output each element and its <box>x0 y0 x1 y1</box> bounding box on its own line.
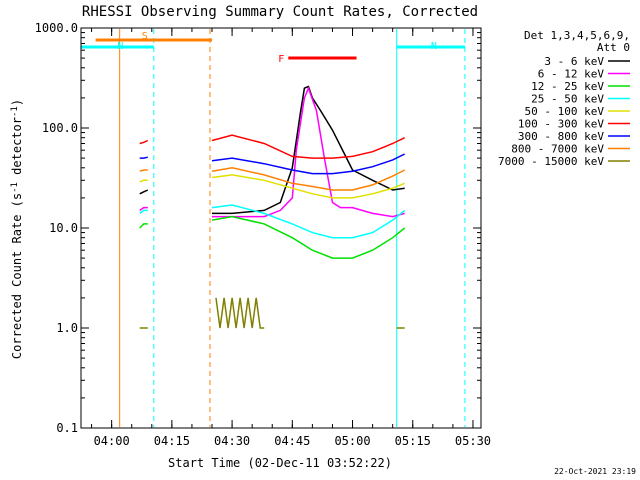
series-800-7000-kev-segment-0 <box>139 169 148 172</box>
y-axis-label: Corrected Count Rate (s-1 detector-1) <box>10 99 24 359</box>
series-6-12-kev-segment-0 <box>139 206 148 212</box>
flag-label-n-2: N <box>431 41 437 52</box>
plot-frame <box>80 27 482 429</box>
legend-label-3-6-kev: 3 - 6 keV <box>544 55 604 68</box>
series-6-12-kev-segment-1 <box>212 86 405 218</box>
footer-timestamp: 22-Oct-2021 23:19 <box>554 467 636 476</box>
series-100-300-kev-segment-1 <box>211 134 406 159</box>
series-12-25-kev-segment-0 <box>139 223 148 229</box>
series-25-50-kev-segment-1 <box>211 204 406 239</box>
legend-subtitle: Att 0 <box>597 41 630 54</box>
x-tick-label-04-00: 04:00 <box>94 434 130 448</box>
series-50-100-kev-segment-0 <box>139 179 148 183</box>
series-3-6-kev-segment-0 <box>139 189 149 195</box>
series-25-50-kev-segment-0 <box>139 209 148 215</box>
y-tick-label-10-0: 10.0 <box>49 221 78 235</box>
legend-label-7000-15000-kev: 7000 - 15000 keV <box>498 155 604 168</box>
legend-label-300-800-kev: 300 - 800 keV <box>518 130 604 143</box>
y-tick-label-1000-0: 1000.0 <box>35 21 78 35</box>
y-tick-label-0-1: 0.1 <box>56 421 78 435</box>
y-tick-label-100-0: 100.0 <box>42 121 78 135</box>
series-100-300-kev-segment-0 <box>139 139 149 145</box>
legend-title: Det 1,3,4,5,6,9, <box>524 29 630 42</box>
legend-label-6-12-kev: 6 - 12 keV <box>538 68 605 81</box>
x-tick-label-04-45: 04:45 <box>274 434 310 448</box>
flag-label-n-1: N <box>117 41 123 52</box>
x-tick-label-05-15: 05:15 <box>395 434 431 448</box>
legend-label-25-50-kev: 25 - 50 keV <box>531 93 604 106</box>
flag-label-f-3: F <box>278 54 284 65</box>
x-axis-label: Start Time (02-Dec-11 03:52:22) <box>168 456 392 470</box>
legend-label-100-300-kev: 100 - 300 keV <box>518 118 604 131</box>
series-300-800-kev-segment-0 <box>139 156 148 159</box>
x-tick-label-05-30: 05:30 <box>455 434 491 448</box>
x-tick-label-05-00: 05:00 <box>334 434 370 448</box>
series-50-100-kev-segment-1 <box>211 174 405 199</box>
legend-label-50-100-kev: 50 - 100 keV <box>525 105 605 118</box>
legend-label-12-25-kev: 12 - 25 keV <box>531 80 604 93</box>
y-tick-label-1-0: 1.0 <box>56 321 78 335</box>
legend-label-800-7000-kev: 800 - 7000 keV <box>511 143 604 156</box>
chart-title: RHESSI Observing Summary Count Rates, Co… <box>82 4 478 20</box>
series-300-800-kev-segment-1 <box>211 153 406 175</box>
x-tick-label-04-15: 04:15 <box>154 434 190 448</box>
series-12-25-kev-segment-1 <box>211 215 406 259</box>
series-800-7000-kev-segment-1 <box>211 167 406 191</box>
series-7000-15000-kev-segment-1 <box>215 297 265 329</box>
x-tick-label-04-30: 04:30 <box>214 434 250 448</box>
flag-label-s-0: S <box>142 31 148 42</box>
